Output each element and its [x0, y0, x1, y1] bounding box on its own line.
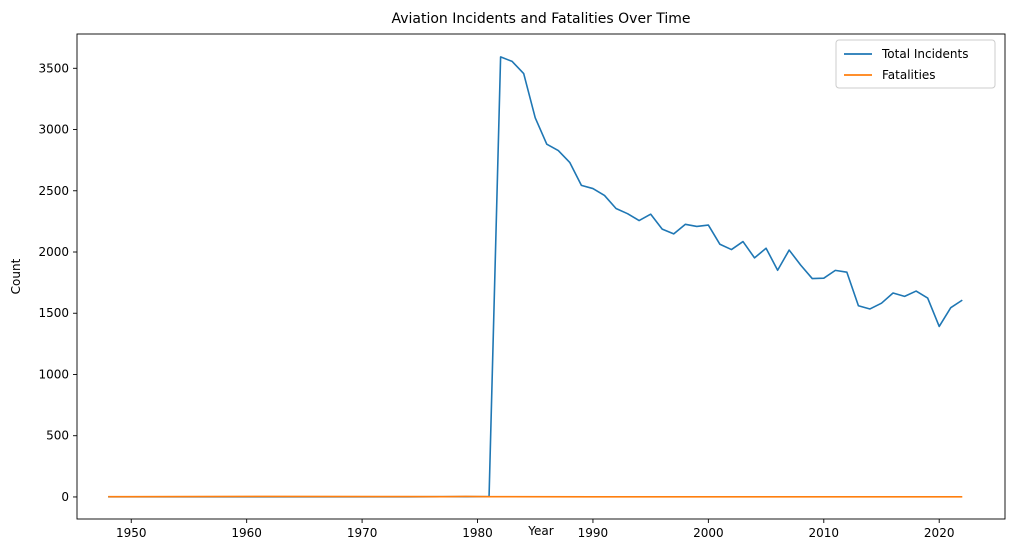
x-tick-label: 1980: [462, 526, 493, 540]
y-axis-title: Count: [9, 258, 23, 294]
y-tick-label: 2500: [38, 184, 69, 198]
x-axis-title: Year: [527, 524, 553, 538]
y-tick-label: 1000: [38, 367, 69, 381]
legend-box: [835, 39, 996, 89]
legend: Total Incidents Fatalities: [835, 39, 996, 89]
ticks-layer: 1950 1960 1970 1980 1990 2000 2010 2020 0 500 1000…: [38, 61, 954, 540]
x-tick-label: 1960: [231, 526, 262, 540]
series-line-0: [108, 56, 963, 498]
x-tick-label: 1950: [116, 526, 147, 540]
plot-frame: [76, 33, 1006, 520]
x-tick-label: 2020: [924, 526, 955, 540]
axes-layer: [76, 33, 1006, 520]
y-tick-label: 3500: [38, 61, 69, 75]
x-tick-label: 1990: [578, 526, 609, 540]
x-tick-label: 1970: [347, 526, 378, 540]
x-tick-label: 2000: [693, 526, 724, 540]
legend-label-0: Total Incidents: [881, 47, 968, 61]
series-layer: [108, 56, 963, 498]
y-tick-label: 1500: [38, 306, 69, 320]
y-tick-label: 500: [46, 429, 69, 443]
y-tick-label: 2000: [38, 245, 69, 259]
legend-label-1: Fatalities: [882, 68, 936, 82]
y-tick-label: 0: [61, 490, 69, 504]
x-tick-label: 2010: [809, 526, 840, 540]
y-tick-label: 3000: [38, 123, 69, 137]
chart-title: Aviation Incidents and Fatalities Over T…: [391, 11, 690, 27]
